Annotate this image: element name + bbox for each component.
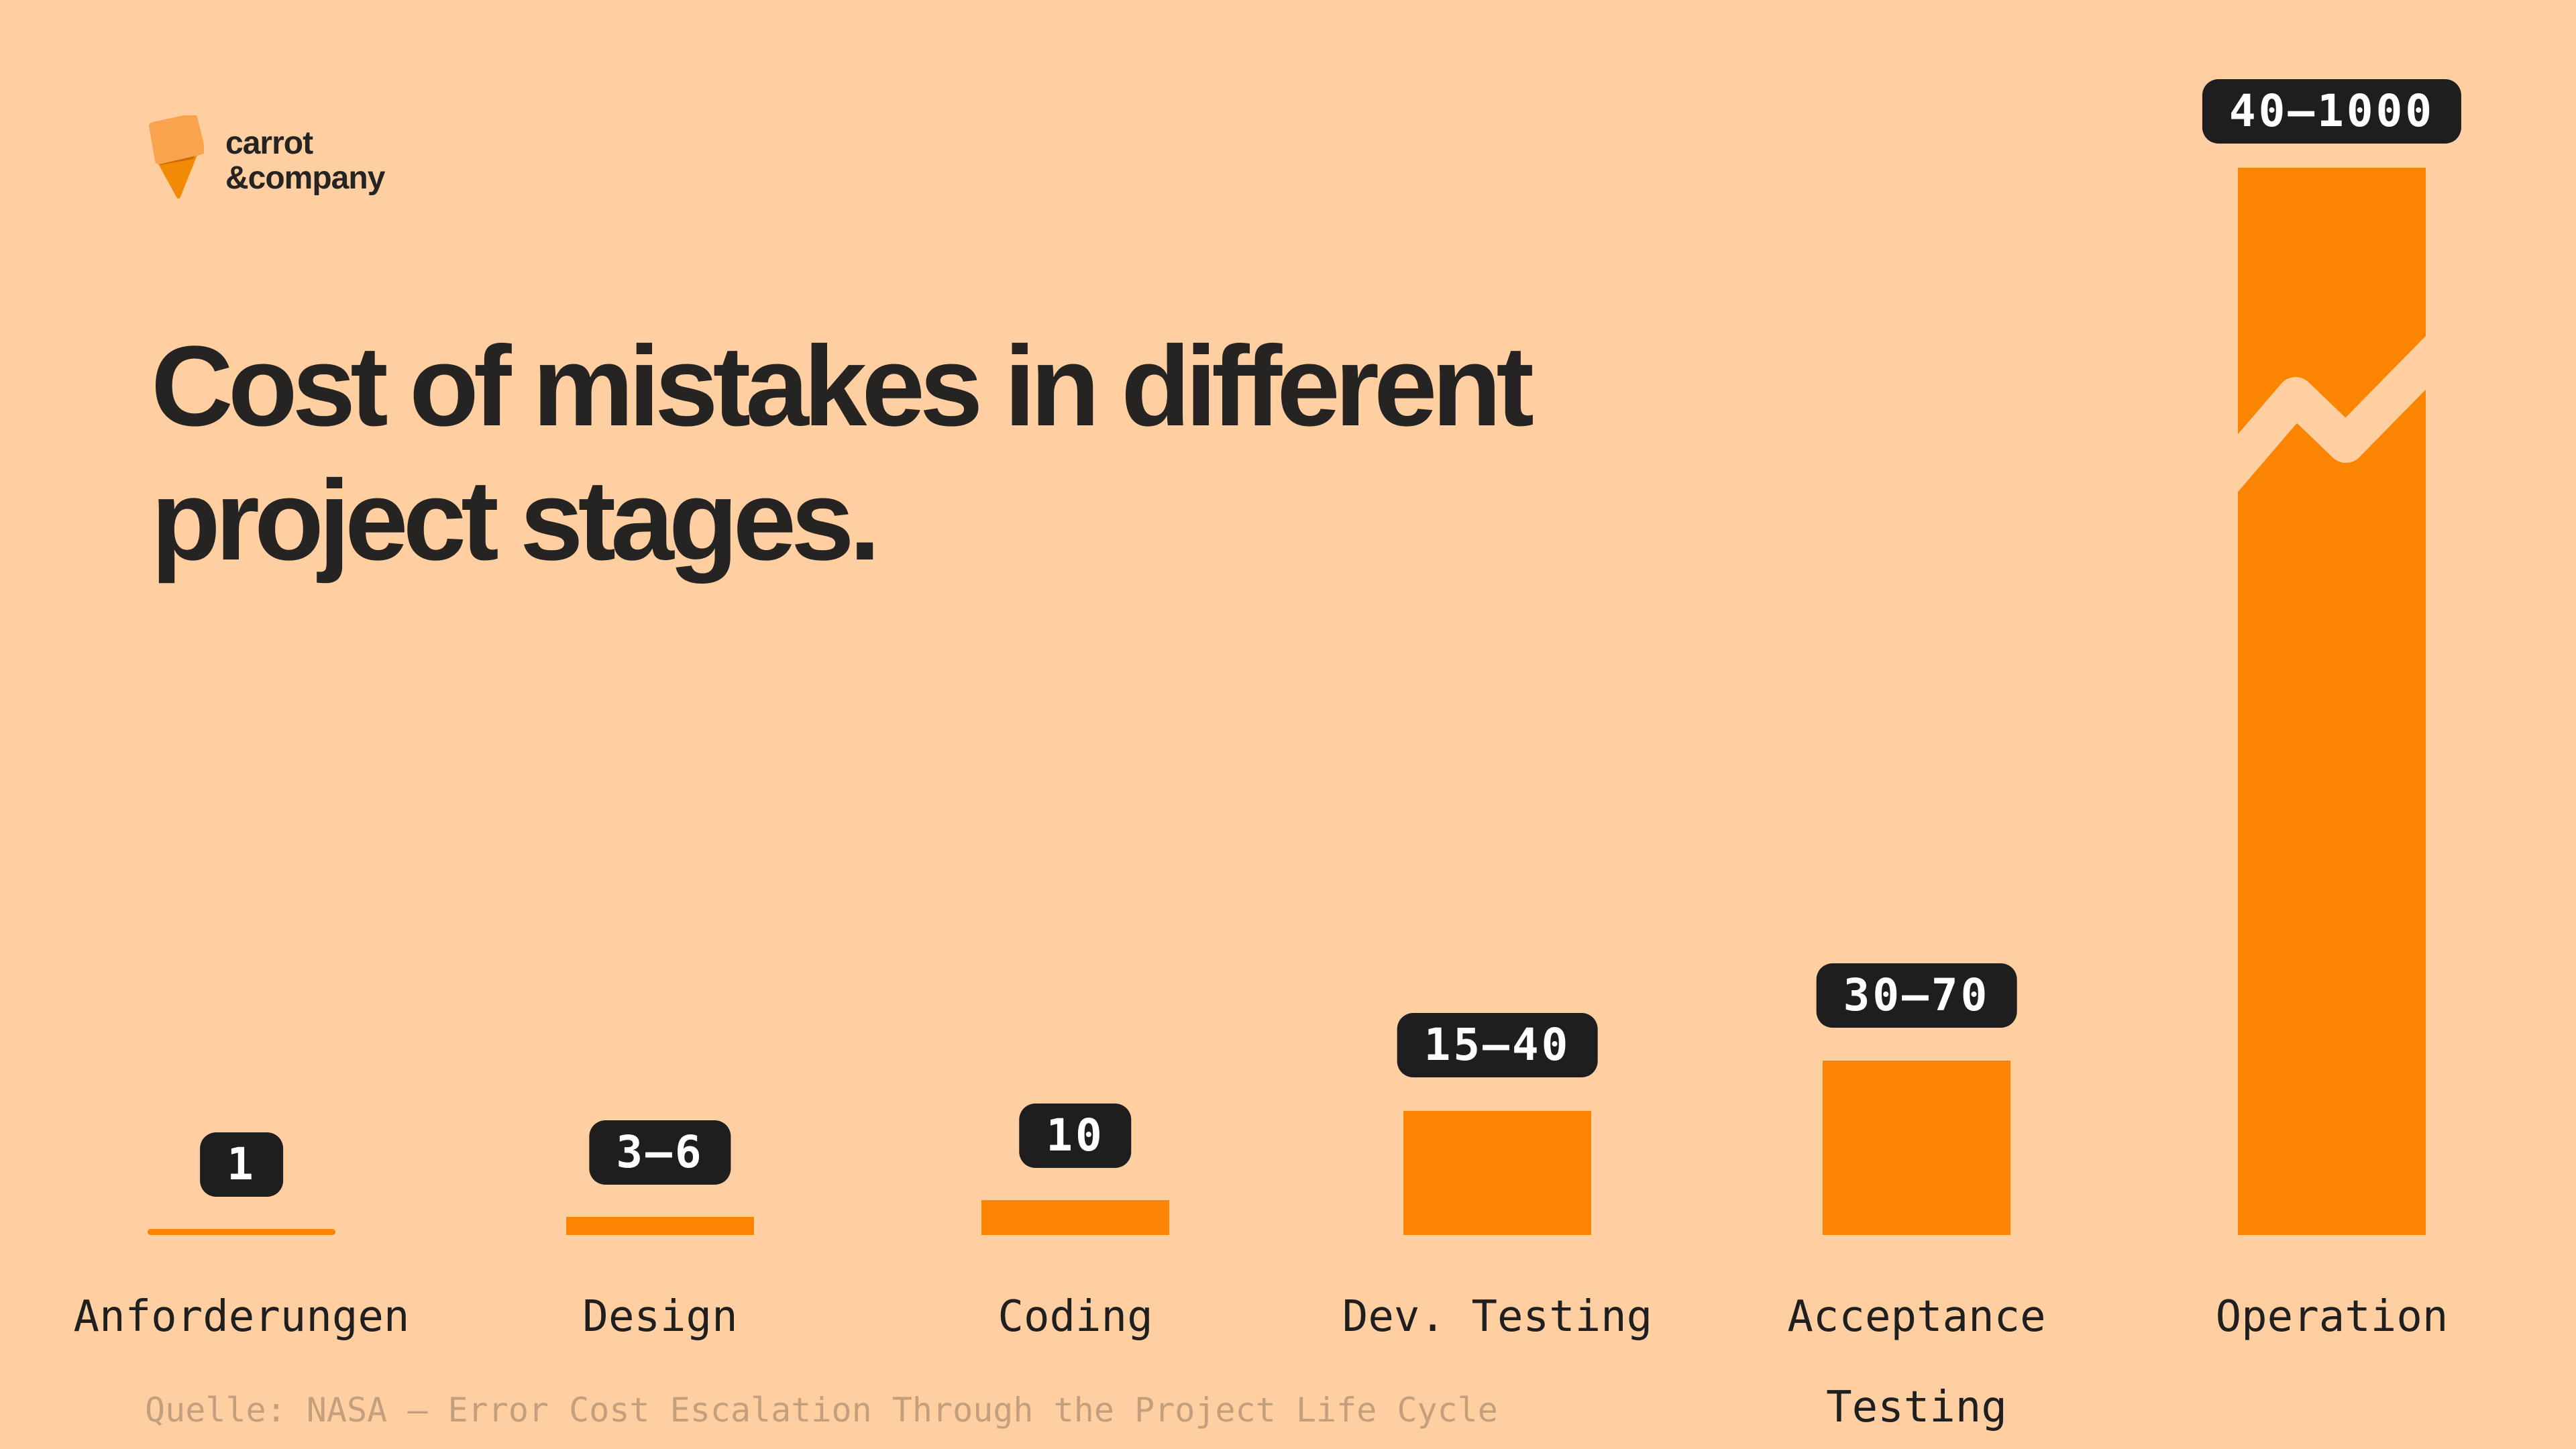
logo: carrot &company xyxy=(148,115,385,199)
category-label-operation: Operation xyxy=(2215,1292,2449,1342)
bar-coding xyxy=(981,1200,1169,1235)
logo-line2: &company xyxy=(225,160,385,196)
category-label-dev-testing: Dev. Testing xyxy=(1342,1292,1653,1342)
bar-anforderungen xyxy=(148,1229,335,1235)
category-label-anforderungen: Anforderungen xyxy=(73,1292,410,1342)
bar-operation xyxy=(2238,168,2426,1235)
category-label-acceptance-testing: Acceptance Testing xyxy=(1787,1292,2046,1432)
bar-acceptance-testing xyxy=(1823,1061,2010,1235)
page-title-line1: Cost of mistakes in different xyxy=(151,323,1534,450)
value-badge-coding: 10 xyxy=(1019,1104,1132,1168)
bar-dev-testing xyxy=(1403,1111,1591,1235)
logo-wordmark: carrot &company xyxy=(225,125,385,196)
bar-design xyxy=(566,1217,754,1235)
category-label-coding: Coding xyxy=(998,1292,1153,1342)
axis-break-zigzag-icon xyxy=(2238,168,2426,1235)
value-badge-design: 3—6 xyxy=(589,1120,731,1185)
carrot-bolt-icon xyxy=(149,115,204,199)
value-badge-dev-testing: 15—40 xyxy=(1397,1013,1598,1077)
value-badge-anforderungen: 1 xyxy=(200,1132,283,1197)
logo-line1: carrot xyxy=(225,125,313,161)
page-title-line2: project stages. xyxy=(151,457,881,584)
value-badge-acceptance-testing: 30—70 xyxy=(1816,963,2017,1028)
page-title: Cost of mistakes in different project st… xyxy=(151,319,1534,588)
category-label-design: Design xyxy=(582,1292,738,1342)
value-badge-operation: 40—1000 xyxy=(2202,79,2462,144)
source-citation: Quelle: NASA — Error Cost Escalation Thr… xyxy=(145,1391,1498,1430)
